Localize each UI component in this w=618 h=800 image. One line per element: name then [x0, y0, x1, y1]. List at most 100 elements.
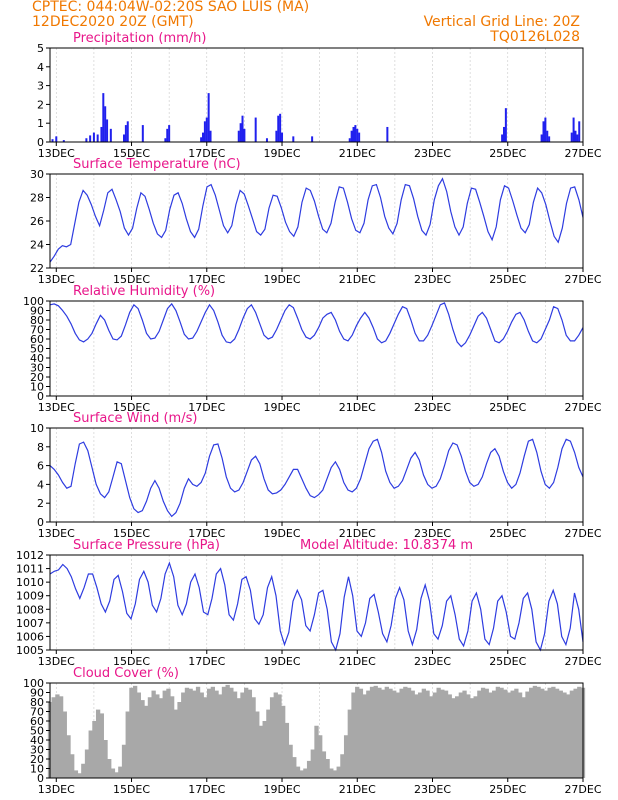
panel-title: Precipitation (mm/h): [73, 31, 206, 46]
precip-bar: [209, 130, 212, 142]
precip-bar: [126, 121, 129, 142]
y-tick-label: 30: [30, 168, 44, 181]
x-tick-label: 19DEC: [263, 655, 300, 668]
cloud-bar: [240, 692, 245, 778]
cloud-bar: [155, 694, 160, 778]
y-tick-label: 1: [37, 117, 44, 130]
cloud-bar: [51, 697, 56, 778]
y-tick-label: 2: [37, 98, 44, 111]
precip-bar: [354, 125, 357, 142]
y-tick-label: 6: [37, 460, 44, 473]
cloud-bar: [543, 690, 549, 778]
y-tick-label: 1012: [16, 549, 44, 562]
precip-bar: [358, 132, 361, 142]
x-tick-label: 19DEC: [263, 273, 300, 286]
cloud-bar: [58, 696, 64, 778]
cloud-bar: [488, 692, 493, 778]
precip-bar: [102, 93, 105, 142]
x-tick-label: 25DEC: [489, 401, 526, 414]
x-tick-label: 17DEC: [188, 147, 225, 160]
y-tick-label: 80: [30, 696, 44, 709]
y-tick-label: 1011: [16, 563, 44, 576]
y-tick-label: 24: [30, 239, 44, 252]
cloud-bar: [214, 690, 219, 778]
cloud-bar: [388, 688, 393, 778]
x-tick-label: 23DEC: [414, 273, 451, 286]
cloud-bar: [514, 688, 519, 778]
precip-bar: [96, 134, 99, 142]
cloud-bar: [162, 690, 167, 778]
panel-1: 0 1 2 3 4 5 13DEC 15DEC 17DEC 19DEC 21DEC 23DEC 25DE…: [37, 31, 602, 160]
cloud-bar: [195, 686, 201, 778]
cloud-bar: [262, 721, 267, 778]
cloud-bar: [332, 770, 338, 778]
panel-title: Surface Pressure (hPa): [73, 538, 220, 553]
y-tick-label: 0: [37, 516, 44, 529]
precip-bar: [123, 134, 126, 142]
cloud-bar: [77, 773, 82, 778]
x-tick-label: 13DEC: [38, 783, 75, 796]
cloud-bar: [314, 725, 319, 778]
precip-bar: [109, 128, 112, 142]
cloud-bar: [429, 696, 434, 778]
cloud-bar: [499, 687, 504, 778]
x-tick-label: 23DEC: [414, 527, 451, 540]
precip-bar: [55, 136, 58, 142]
y-tick-label: 8: [37, 441, 44, 454]
cloud-bar: [88, 730, 93, 778]
cloud-bar: [210, 686, 216, 778]
cloud-bar: [462, 690, 467, 778]
y-tick-label: 30: [30, 744, 44, 757]
precip-bar: [51, 139, 54, 142]
cloud-bar: [399, 688, 404, 778]
precip-bar: [239, 123, 242, 142]
precip-bar: [277, 115, 280, 142]
panel-frame: [49, 300, 584, 397]
x-tick-label: 27DEC: [564, 527, 601, 540]
cloud-bar: [355, 686, 360, 778]
precip-bar: [104, 106, 107, 142]
x-tick-label: 13DEC: [38, 147, 75, 160]
y-tick-label: 90: [30, 687, 44, 700]
cloud-bar: [114, 772, 119, 778]
cloud-bar: [406, 687, 412, 778]
x-tick-label: 17DEC: [188, 655, 225, 668]
y-tick-label: 30: [30, 362, 44, 375]
cloud-bar: [506, 692, 512, 778]
precip-bar: [546, 130, 549, 142]
cloud-bar: [436, 687, 441, 778]
cloud-bar: [469, 698, 475, 778]
y-tick-label: 90: [30, 305, 44, 318]
cloud-bar: [384, 686, 389, 778]
precip-bar: [348, 138, 351, 142]
cloud-bar: [573, 688, 578, 778]
x-tick-label: 13DEC: [38, 655, 75, 668]
cloud-bar: [366, 690, 371, 778]
cloud-bar: [92, 721, 97, 778]
x-tick-label: 13DEC: [38, 401, 75, 414]
cloud-bar: [358, 688, 364, 778]
cloud-bar: [536, 686, 541, 778]
precip-bar: [350, 130, 353, 142]
y-tick-label: 4: [37, 61, 44, 74]
cloud-bar: [306, 760, 312, 778]
precip-bar: [237, 130, 240, 142]
x-tick-label: 17DEC: [188, 527, 225, 540]
cloud-bar: [103, 740, 108, 778]
cloud-bar: [177, 702, 182, 778]
cloud-bar: [351, 692, 356, 778]
x-tick-label: 21DEC: [339, 783, 376, 796]
panel-title: Relative Humidity (%): [73, 284, 215, 299]
precip-bar: [386, 126, 389, 142]
cloud-bar: [110, 768, 116, 778]
cloud-bar: [207, 688, 212, 778]
x-tick-label: 19DEC: [263, 783, 300, 796]
cloud-bar: [62, 711, 67, 778]
precip-bar: [241, 115, 244, 142]
cloud-bar: [458, 692, 464, 778]
cloud-bar: [55, 694, 60, 778]
cloud-bar: [292, 757, 297, 778]
precip-bar: [166, 128, 169, 142]
x-tick-label: 25DEC: [489, 527, 526, 540]
